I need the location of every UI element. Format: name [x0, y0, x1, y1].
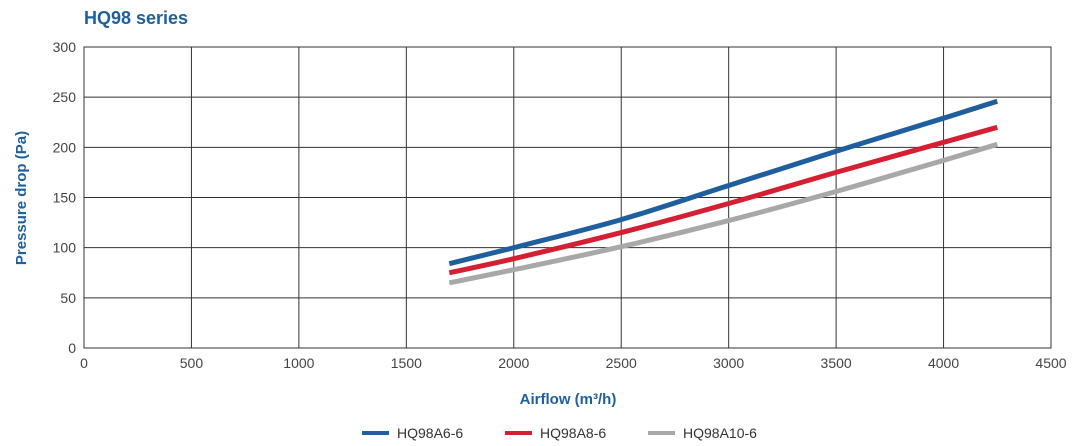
x-axis-label: Airflow (m³/h)	[520, 391, 617, 408]
x-tick-label: 2000	[498, 355, 529, 371]
x-tick-label: 500	[180, 355, 204, 371]
x-tick-label: 0	[80, 355, 88, 371]
x-tick-label: 4000	[928, 355, 959, 371]
tick-labels: 0 500 1000 1500 2000 2500 3000 3500 4000 4500 0 50 1…	[53, 39, 1067, 371]
series-line-hq98a6-6	[448, 98, 999, 267]
series-line-hq98a8-6	[448, 124, 998, 276]
x-tick-label: 3500	[821, 355, 852, 371]
legend-label: HQ98A10-6	[683, 425, 757, 441]
y-tick-label: 250	[53, 89, 77, 105]
legend-label: HQ98A6-6	[397, 425, 463, 441]
x-tick-label: 1000	[283, 355, 314, 371]
series-lines	[448, 98, 999, 286]
y-tick-label: 300	[53, 39, 77, 55]
y-tick-label: 150	[53, 190, 77, 206]
series-line-hq98a10-6	[448, 141, 999, 286]
legend: HQ98A6-6 HQ98A8-6 HQ98A10-6	[362, 425, 757, 441]
y-tick-label: 0	[68, 340, 76, 356]
chart-title: HQ98 series	[84, 8, 188, 28]
x-tick-label: 1500	[391, 355, 422, 371]
legend-label: HQ98A8-6	[540, 425, 606, 441]
y-tick-label: 200	[53, 139, 77, 155]
y-axis-label: Pressure drop (Pa)	[13, 131, 30, 265]
x-tick-label: 2500	[606, 355, 637, 371]
x-tick-label: 3000	[713, 355, 744, 371]
y-tick-label: 100	[53, 240, 77, 256]
grid	[83, 46, 1052, 349]
x-tick-label: 4500	[1035, 355, 1066, 371]
y-tick-label: 50	[60, 290, 76, 306]
